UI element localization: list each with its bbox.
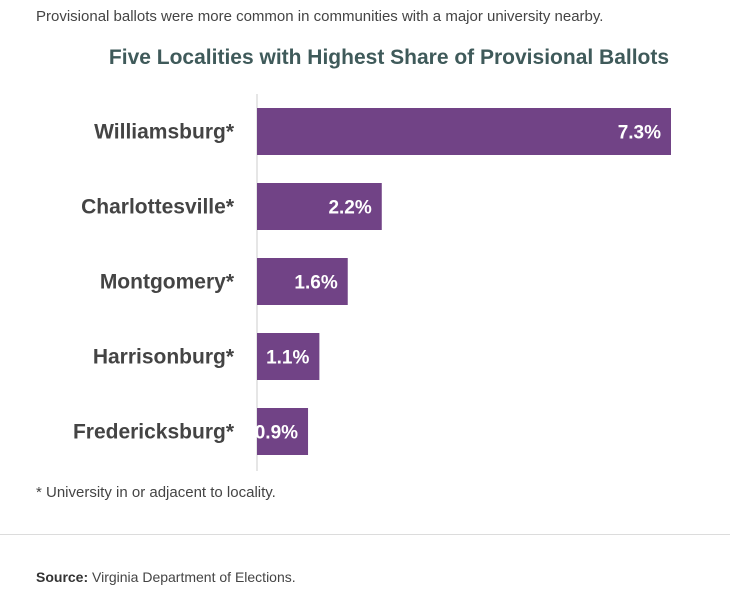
bar [257,408,309,455]
chart-subtitle: Provisional ballots were more common in … [36,8,604,25]
bar [257,258,348,305]
value-label: 2.2% [328,198,371,219]
category-label: Williamsburg* [94,121,235,144]
category-label: Harrisonburg* [93,346,235,369]
bar-chart: Williamsburg* 7.3% Charlottesville* 2.2% Mon… [73,94,671,471]
category-label: Fredericksburg* [73,421,235,444]
bar [257,108,671,155]
value-label: 0.9% [255,423,298,444]
source-note: Source: Virginia Department of Elections… [36,569,296,585]
value-label: 1.6% [294,273,337,294]
bar [257,183,382,230]
value-label: 7.3% [618,123,661,144]
category-label: Montgomery* [100,271,235,294]
value-label: 1.1% [266,348,309,369]
source-label: Source: [36,569,89,585]
divider [0,534,730,535]
source-text: Virginia Department of Elections. [92,569,296,585]
footnote: * University in or adjacent to locality. [36,484,276,501]
category-label: Charlottesville* [81,196,235,219]
chart-title: Five Localities with Highest Share of Pr… [108,46,670,69]
bar [257,333,320,380]
